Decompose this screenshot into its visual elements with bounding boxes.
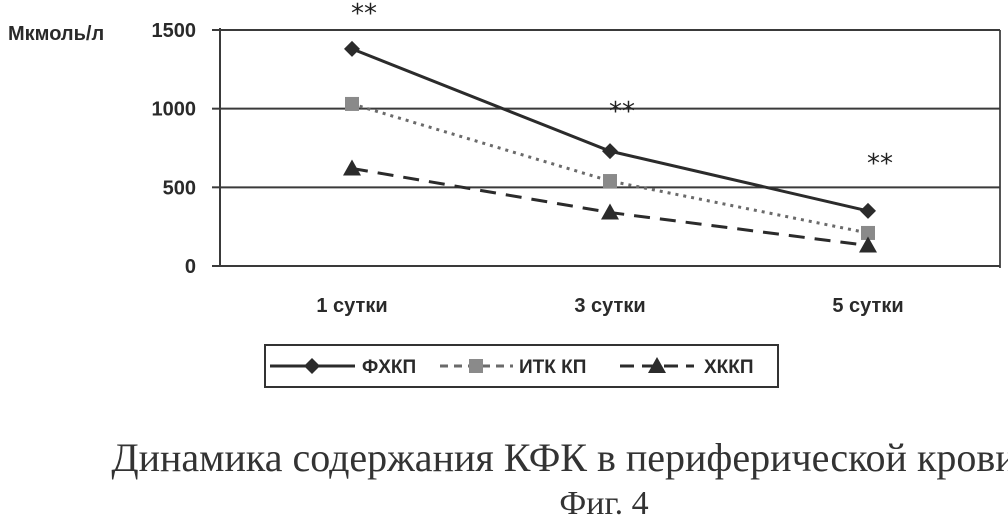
series-3	[343, 159, 877, 252]
legend-label: ХККП	[704, 357, 754, 378]
data-point	[601, 204, 619, 220]
y-tick-label: 500	[163, 177, 196, 199]
y-axis-label: Мкмоль/л	[8, 23, 104, 45]
x-tick-label: 3 сутки	[574, 295, 645, 317]
significance-mark: **	[867, 149, 893, 179]
y-tick-label: 0	[185, 256, 196, 278]
x-axis: 1 сутки 3 сутки 5 сутки	[316, 295, 903, 317]
legend-label: ФХКП	[362, 357, 416, 378]
x-tick-label: 1 сутки	[316, 295, 387, 317]
data-point	[344, 41, 360, 57]
significance-mark: **	[351, 0, 377, 29]
y-axis: 0 500 1000 1500	[152, 20, 221, 278]
y-tick-label: 1500	[152, 20, 197, 42]
series-group	[343, 41, 877, 253]
series-1	[344, 41, 876, 219]
legend: ФХКП ИТК КП ХККП	[265, 345, 778, 387]
data-point	[602, 143, 618, 159]
data-point	[343, 159, 361, 175]
data-point	[860, 203, 876, 219]
data-point	[345, 97, 359, 111]
legend-marker	[469, 359, 483, 373]
significance-annotations: ** ** **	[351, 0, 893, 179]
y-tick-label: 1000	[152, 99, 197, 121]
figure-number: Фиг. 4	[100, 485, 1008, 523]
x-tick-label: 5 сутки	[832, 295, 903, 317]
legend-label: ИТК КП	[519, 357, 586, 378]
data-point	[603, 174, 617, 188]
significance-mark: **	[609, 97, 635, 127]
figure-caption: Динамика содержания КФК в периферической…	[60, 434, 1008, 481]
